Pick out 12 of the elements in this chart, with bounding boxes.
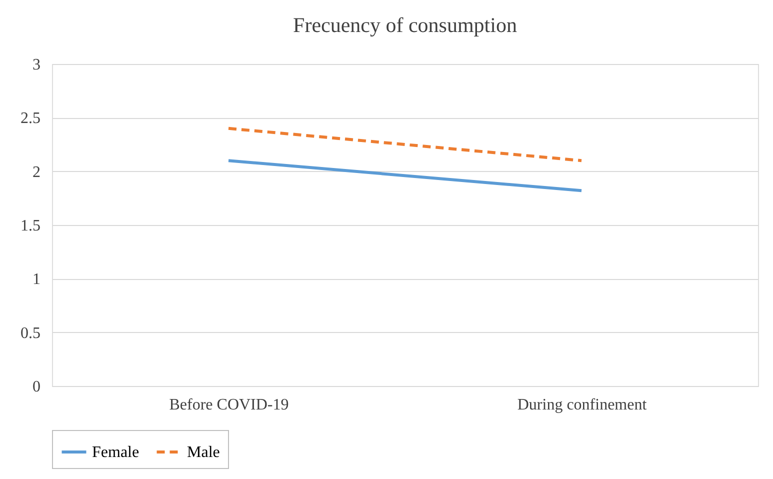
y-tick-label: 2.5 bbox=[20, 110, 40, 128]
y-tick-label: 2 bbox=[32, 164, 40, 181]
y-tick-label: 1 bbox=[32, 271, 40, 288]
y-tick-label: 3 bbox=[32, 56, 40, 74]
legend-label: Male bbox=[187, 444, 220, 461]
chart-title: Frecuency of consumption bbox=[293, 13, 518, 37]
y-tick-label: 0 bbox=[32, 378, 40, 396]
x-tick-label: During confinement bbox=[517, 396, 648, 414]
x-tick-label: Before COVID-19 bbox=[169, 396, 289, 414]
y-tick-label: 0.5 bbox=[20, 324, 40, 342]
y-tick-label: 1.5 bbox=[20, 218, 40, 234]
legend-label: Female bbox=[92, 444, 140, 461]
